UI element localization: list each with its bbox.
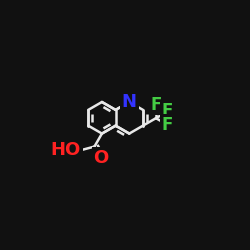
Text: F: F [162, 102, 173, 120]
Text: N: N [122, 93, 137, 111]
Text: F: F [150, 96, 162, 114]
Text: O: O [94, 149, 109, 167]
Text: F: F [162, 116, 173, 134]
Text: HO: HO [50, 141, 81, 159]
